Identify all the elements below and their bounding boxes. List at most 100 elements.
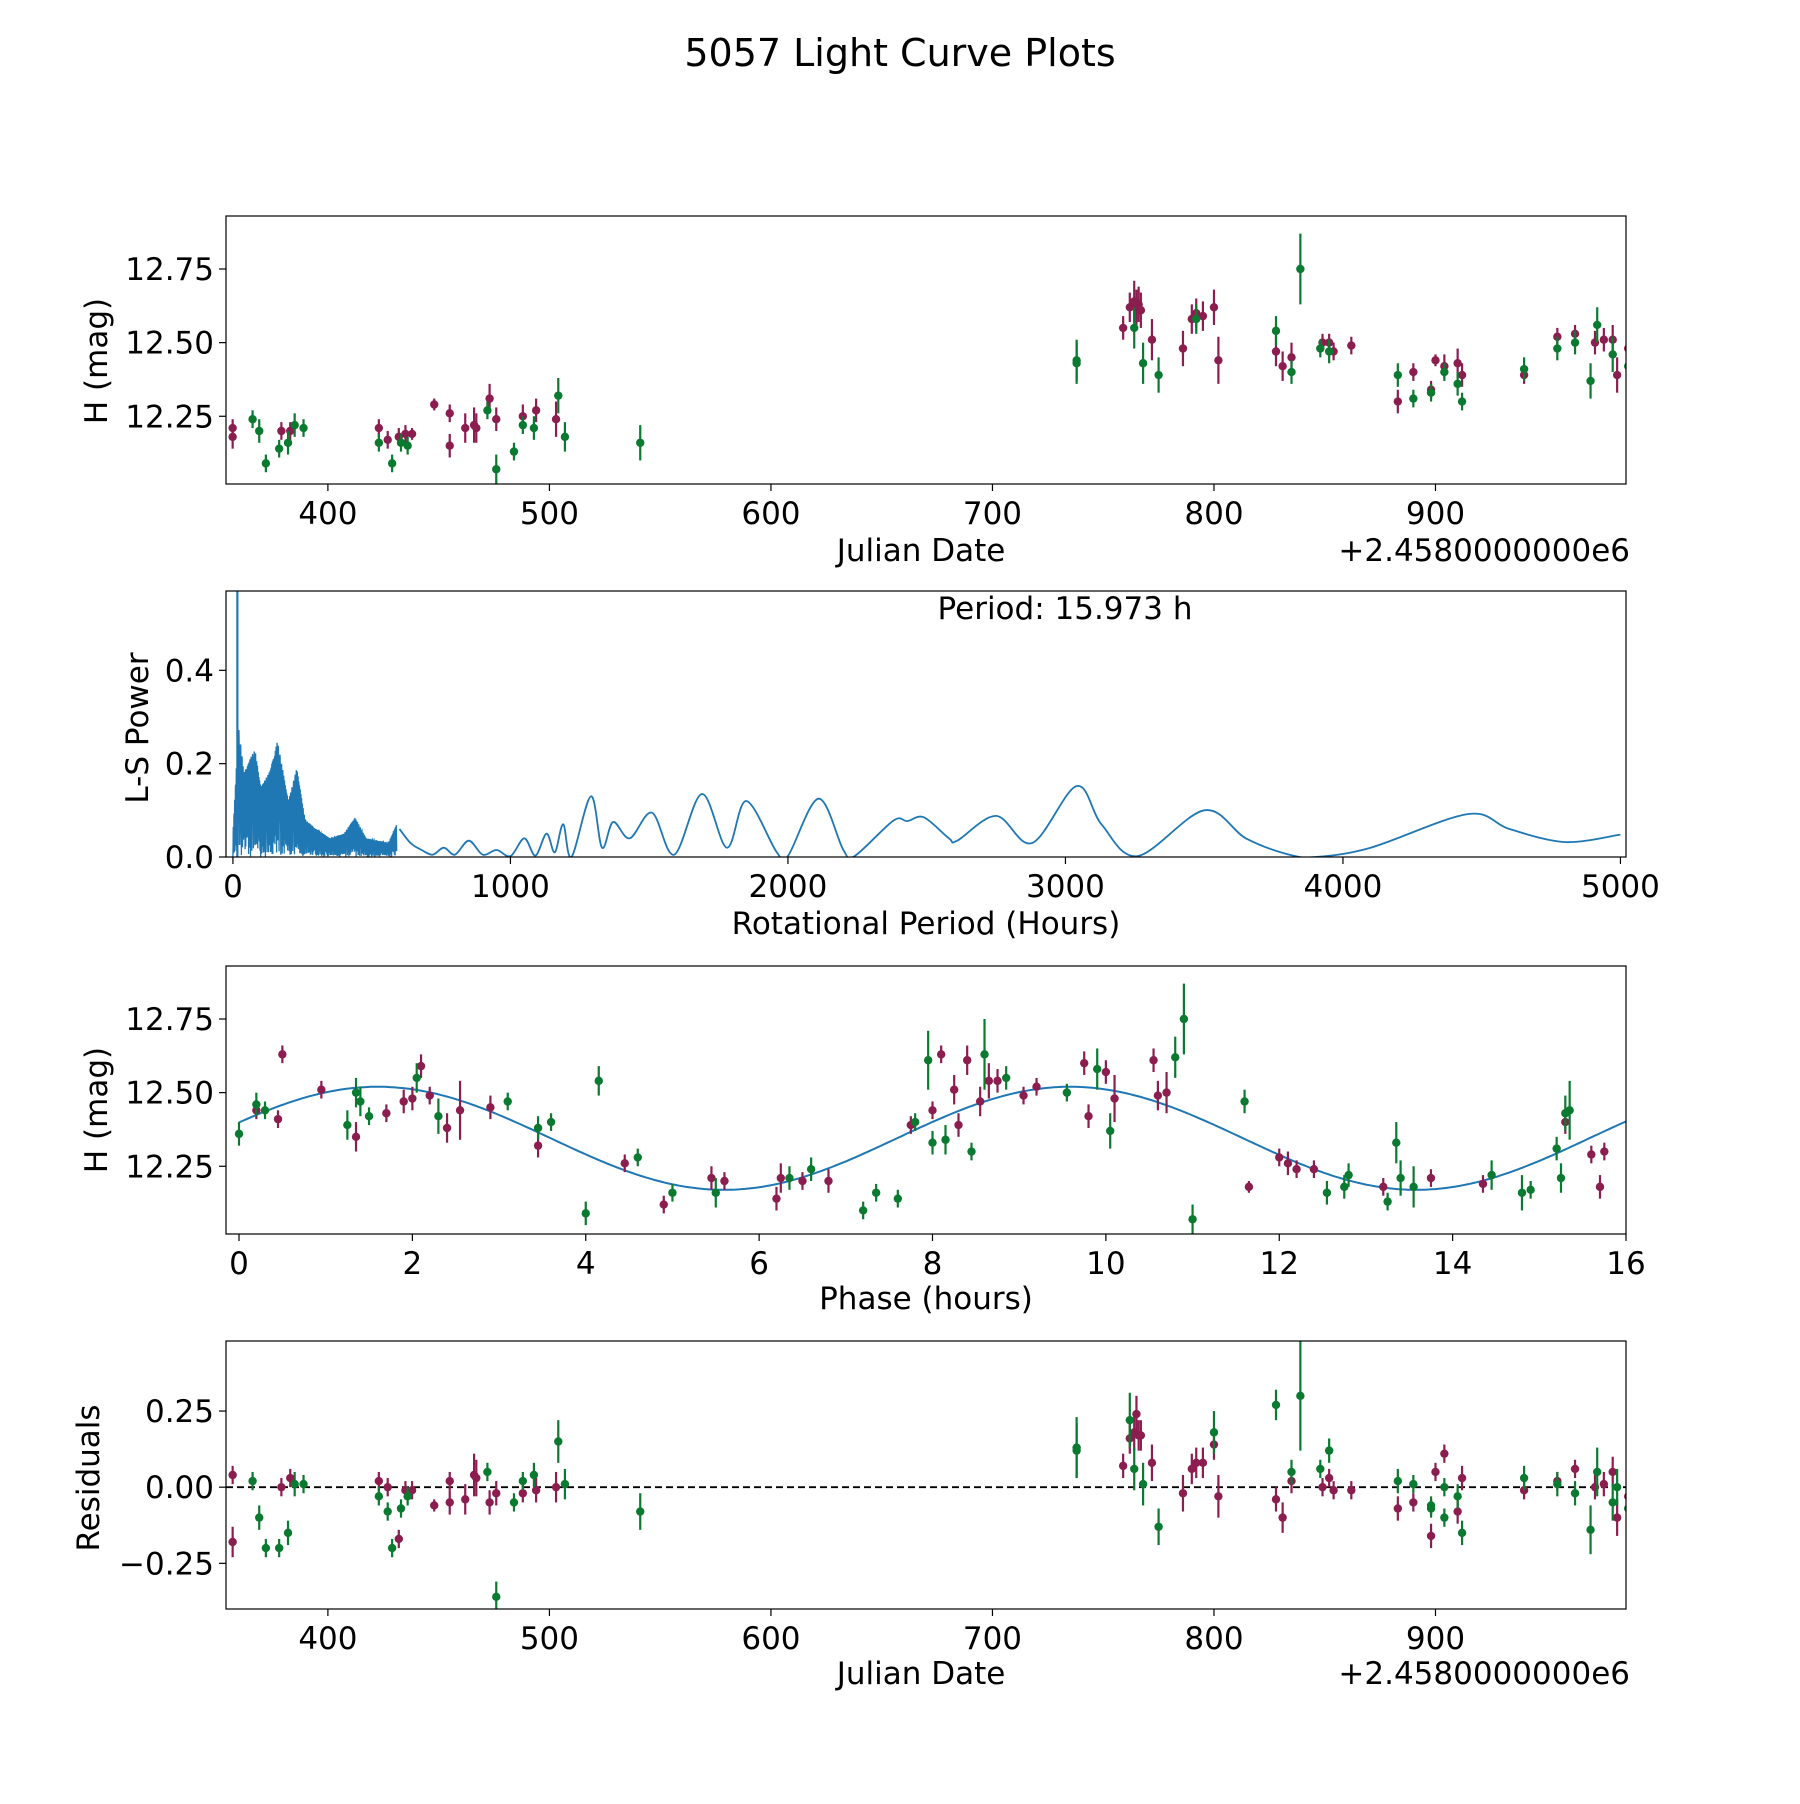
lightcurve-point <box>228 432 237 442</box>
periodogram-noise-line <box>232 729 398 857</box>
residuals-point <box>1271 1400 1281 1410</box>
phased-point <box>967 1147 976 1156</box>
residuals-xlabel: Julian Date <box>835 1656 1006 1692</box>
lightcurve-point <box>560 432 570 442</box>
residuals-point <box>1440 1513 1449 1522</box>
phased-point <box>1487 1170 1496 1180</box>
residuals-point <box>403 1492 412 1501</box>
phased-xlabel: Phase (hours) <box>819 1281 1033 1317</box>
phased-point <box>954 1120 963 1130</box>
phased-point <box>425 1091 434 1100</box>
residuals-point <box>1329 1486 1338 1495</box>
lightcurve-point <box>283 438 293 447</box>
phased-point <box>546 1117 556 1127</box>
lightcurve-xtick-label: 400 <box>298 496 357 532</box>
phased-point <box>1106 1126 1115 1136</box>
lightcurve-point <box>1347 341 1356 350</box>
lightcurve-point <box>261 459 271 468</box>
phased-point <box>620 1159 629 1168</box>
phased-point <box>928 1138 937 1147</box>
residuals-point <box>1316 1464 1325 1474</box>
lightcurve-point <box>1393 370 1403 380</box>
periodogram-xtick-label: 5000 <box>1581 869 1660 905</box>
phased-point <box>659 1200 668 1209</box>
residuals-point <box>1612 1513 1622 1522</box>
phased-model-group <box>238 1085 1626 1191</box>
phased-point <box>1240 1097 1249 1106</box>
lightcurve-point <box>374 423 384 433</box>
residuals-point <box>255 1513 264 1522</box>
phased-point <box>1171 1053 1180 1062</box>
lightcurve-xtick-label: 800 <box>1184 496 1243 532</box>
lightcurve-frame <box>225 215 1627 485</box>
lightcurve-ytick-label: 12.50 <box>125 326 214 362</box>
phased-point <box>1517 1188 1527 1197</box>
phased-point <box>776 1173 785 1183</box>
lightcurve-panel: Julian Date H (mag) +2.4580000000e6 400 5… <box>79 215 1630 569</box>
phased-point <box>412 1073 421 1083</box>
residuals-point <box>445 1476 454 1486</box>
phased-ytick-label: 12.75 <box>125 1002 214 1038</box>
residuals-point <box>492 1592 501 1602</box>
residuals-point <box>283 1528 293 1538</box>
phased-point <box>1153 1091 1163 1100</box>
phased-ylabel: H (mag) <box>79 1047 115 1173</box>
lightcurve-point <box>299 423 308 433</box>
lightcurve-point <box>1624 362 1626 370</box>
lightcurve-point <box>472 423 481 433</box>
phased-point <box>785 1173 794 1183</box>
residuals-point <box>461 1495 470 1504</box>
phased-point <box>1275 1153 1284 1162</box>
residuals-point <box>383 1507 392 1516</box>
phased-point <box>581 1209 590 1218</box>
periodogram-ylabel: L-S Power <box>120 652 156 803</box>
phased-point <box>364 1111 374 1121</box>
phased-point <box>993 1076 1002 1086</box>
lightcurve-point <box>1125 303 1134 312</box>
lightcurve-point <box>1147 335 1157 344</box>
residuals-point <box>1198 1458 1208 1468</box>
residuals-point <box>529 1470 539 1480</box>
residuals-xtick-label: 700 <box>963 1621 1022 1657</box>
phased-point <box>1595 1182 1605 1192</box>
lightcurve-point <box>274 444 284 453</box>
phased-point <box>1396 1173 1405 1183</box>
phased-point <box>1379 1182 1388 1192</box>
lightcurve-point <box>1426 388 1436 397</box>
phased-point <box>1179 1014 1189 1024</box>
residuals-point <box>1296 1391 1305 1401</box>
residuals-point <box>387 1543 397 1553</box>
phased-point <box>910 1117 920 1127</box>
residuals-point <box>261 1543 271 1553</box>
phased-point <box>1552 1144 1561 1153</box>
periodogram-frame <box>225 590 1627 858</box>
residuals-xtick-label: 800 <box>1184 1621 1243 1657</box>
lightcurve-point <box>374 438 384 447</box>
residuals-point <box>407 1486 417 1495</box>
phased-point <box>343 1120 352 1130</box>
phased-point <box>941 1135 950 1144</box>
lightcurve-point <box>509 447 519 456</box>
residuals-point <box>551 1482 561 1492</box>
phased-point <box>633 1153 642 1162</box>
residuals-point <box>1409 1479 1418 1489</box>
lightcurve-point <box>383 435 392 445</box>
residuals-ytick-label: −0.25 <box>119 1546 214 1582</box>
lightcurve-point <box>1072 359 1081 368</box>
phased-point <box>1101 1067 1111 1077</box>
phased-point <box>1478 1179 1488 1189</box>
lightcurve-xtick-label: 600 <box>741 496 800 532</box>
residuals-point <box>1599 1479 1609 1489</box>
phased-point <box>356 1097 365 1106</box>
residuals-point <box>1426 1501 1436 1510</box>
residuals-point <box>1608 1498 1617 1507</box>
phased-xtick-label: 2 <box>403 1246 423 1282</box>
phased-point <box>1019 1091 1028 1100</box>
residuals-point <box>1593 1467 1602 1477</box>
lightcurve-point <box>492 415 501 424</box>
residuals-point <box>1409 1498 1418 1507</box>
residuals-point <box>1214 1492 1223 1501</box>
phased-ytick-label: 12.50 <box>125 1076 214 1112</box>
lightcurve-point <box>1136 306 1146 315</box>
phased-point <box>1062 1088 1072 1097</box>
